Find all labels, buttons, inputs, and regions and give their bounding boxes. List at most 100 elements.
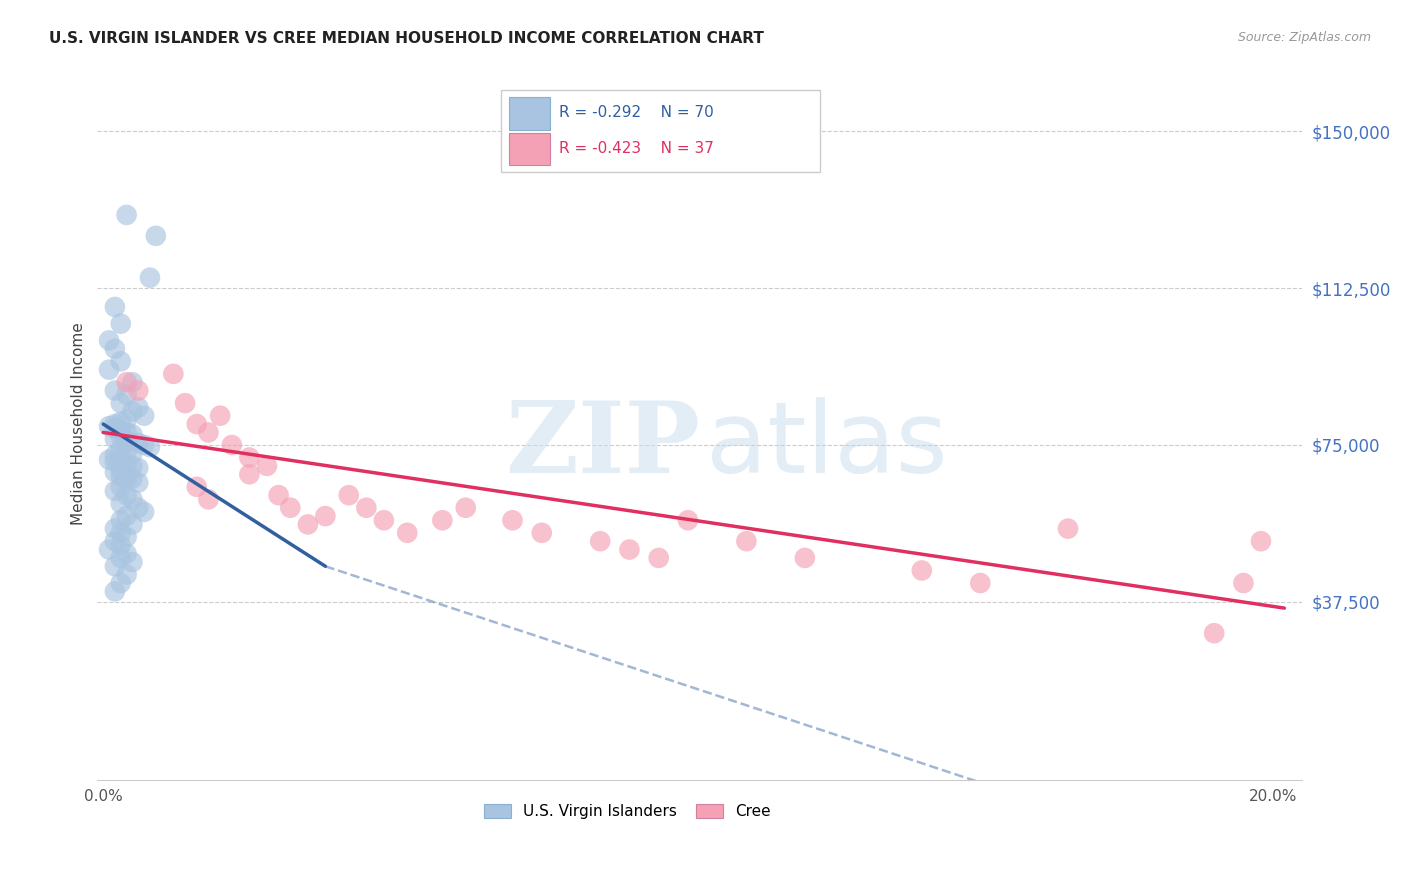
FancyBboxPatch shape	[501, 90, 820, 171]
Point	[104, 584, 127, 599]
Point	[104, 421, 127, 435]
Point	[454, 500, 477, 515]
Point	[104, 483, 127, 498]
Point	[121, 471, 143, 485]
Text: R = -0.423    N = 37: R = -0.423 N = 37	[558, 141, 714, 156]
Point	[1204, 626, 1226, 640]
Point	[110, 429, 132, 443]
Point	[647, 550, 669, 565]
Point	[134, 409, 156, 423]
Point	[969, 576, 991, 591]
Point	[115, 509, 138, 524]
Point	[104, 559, 127, 574]
Point	[115, 567, 138, 582]
Point	[104, 534, 127, 549]
Point	[121, 517, 143, 532]
Point	[115, 444, 138, 458]
Point	[121, 492, 143, 507]
Point	[98, 452, 121, 467]
Point	[115, 474, 138, 488]
Point	[115, 530, 138, 544]
FancyBboxPatch shape	[509, 133, 550, 165]
Point	[502, 513, 524, 527]
Point	[127, 384, 149, 398]
Point	[676, 513, 699, 527]
Point	[589, 534, 612, 549]
Point	[121, 555, 143, 569]
Point	[238, 450, 260, 465]
Point	[110, 396, 132, 410]
Point	[104, 342, 127, 356]
Text: atlas: atlas	[706, 397, 948, 494]
Point	[115, 208, 138, 222]
FancyBboxPatch shape	[509, 97, 550, 129]
Point	[110, 354, 132, 368]
Point	[104, 522, 127, 536]
Point	[110, 576, 132, 591]
Point	[115, 413, 138, 427]
Point	[104, 384, 127, 398]
Point	[373, 513, 395, 527]
Point	[121, 376, 143, 390]
Point	[115, 547, 138, 561]
Point	[735, 534, 758, 549]
Point	[110, 415, 132, 429]
Text: R = -0.292    N = 70: R = -0.292 N = 70	[558, 105, 713, 120]
Legend: U.S. Virgin Islanders, Cree: U.S. Virgin Islanders, Cree	[478, 797, 778, 825]
Point	[134, 438, 156, 452]
Point	[127, 461, 149, 475]
Point	[1057, 522, 1080, 536]
Point	[98, 362, 121, 376]
Point	[1232, 576, 1254, 591]
Text: ZIP: ZIP	[505, 397, 700, 494]
Point	[115, 457, 138, 471]
Point	[297, 517, 319, 532]
Point	[139, 440, 162, 454]
Point	[197, 425, 219, 440]
Point	[134, 505, 156, 519]
Point	[115, 388, 138, 402]
Point	[115, 376, 138, 390]
Point	[127, 436, 149, 450]
Point	[121, 427, 143, 442]
Point	[793, 550, 815, 565]
Point	[396, 525, 419, 540]
Point	[110, 550, 132, 565]
Point	[110, 423, 132, 437]
Point	[121, 446, 143, 460]
Point	[209, 409, 232, 423]
Point	[221, 438, 243, 452]
Point	[1250, 534, 1272, 549]
Point	[98, 542, 121, 557]
Point	[115, 467, 138, 482]
Point	[127, 401, 149, 415]
Point	[238, 467, 260, 482]
Point	[121, 404, 143, 418]
Point	[104, 417, 127, 431]
Point	[104, 432, 127, 446]
Point	[911, 564, 934, 578]
Point	[98, 334, 121, 348]
Point	[139, 270, 162, 285]
Point	[115, 425, 138, 440]
Point	[432, 513, 454, 527]
Point	[186, 480, 208, 494]
Point	[530, 525, 553, 540]
Point	[337, 488, 360, 502]
Point	[115, 434, 138, 448]
Point	[127, 475, 149, 490]
Point	[267, 488, 290, 502]
Point	[104, 449, 127, 463]
Point	[110, 525, 132, 540]
Point	[104, 455, 127, 469]
Point	[110, 480, 132, 494]
Point	[110, 463, 132, 477]
Point	[110, 513, 132, 527]
Text: U.S. VIRGIN ISLANDER VS CREE MEDIAN HOUSEHOLD INCOME CORRELATION CHART: U.S. VIRGIN ISLANDER VS CREE MEDIAN HOUS…	[49, 31, 763, 46]
Point	[127, 500, 149, 515]
Point	[186, 417, 208, 431]
Point	[256, 458, 278, 473]
Point	[110, 469, 132, 483]
Point	[619, 542, 641, 557]
Point	[110, 317, 132, 331]
